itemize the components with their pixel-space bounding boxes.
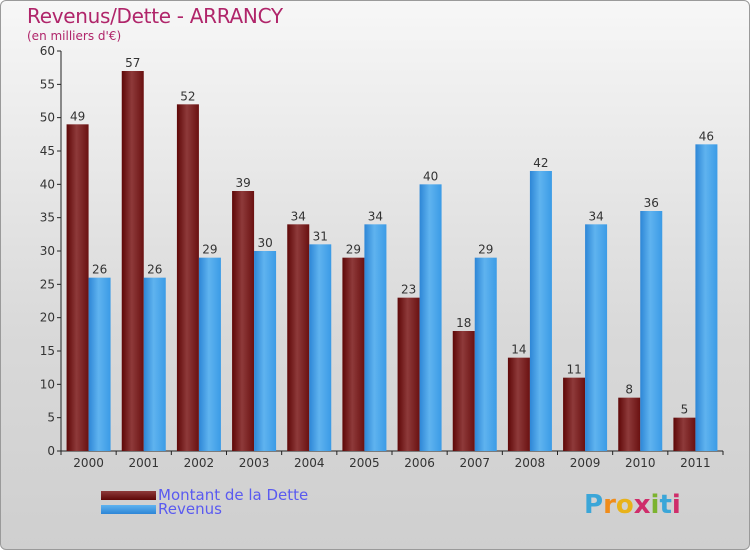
bar-debt	[507, 357, 530, 451]
y-tick-label: 40	[40, 177, 55, 191]
data-label-revenue: 30	[257, 236, 272, 250]
data-label-revenue: 46	[699, 129, 714, 143]
bar-debt	[397, 297, 420, 451]
data-label-debt: 34	[291, 209, 306, 223]
x-tick-label: 2002	[184, 456, 215, 470]
data-label-debt: 23	[401, 283, 416, 297]
y-tick-label: 25	[40, 277, 55, 291]
chart-title: Revenus/Dette - ARRANCY	[27, 4, 283, 28]
data-label-revenue: 29	[202, 243, 217, 257]
y-tick-label: 0	[47, 444, 55, 458]
x-tick-label: 2010	[625, 456, 656, 470]
chart-axes: 0 5 10 15 20 25 30 35 40 45 50 55 60 2000 2001 2002 2003…	[40, 44, 724, 470]
x-tick-label: 2003	[239, 456, 270, 470]
y-tick-label: 60	[40, 44, 55, 58]
bar-revenue	[695, 144, 718, 452]
bar-revenue	[198, 257, 221, 451]
bar-debt	[176, 104, 199, 451]
y-tick-label: 30	[40, 244, 55, 258]
bar-debt	[452, 331, 475, 451]
chart-data-labels: 49 26 57 26 52 29 39 30 34 31 29 34 23 40 18 29 14 42 11 34…	[70, 56, 714, 417]
data-label-revenue: 26	[147, 263, 162, 277]
data-label-debt: 29	[346, 243, 361, 257]
data-label-revenue: 29	[478, 243, 493, 257]
bar-debt	[232, 191, 255, 451]
legend-label-debt: Montant de la Dette	[158, 486, 309, 504]
bar-debt	[342, 257, 365, 451]
bar-debt	[287, 224, 310, 451]
x-tick-label: 2008	[515, 456, 546, 470]
data-label-debt: 39	[235, 176, 250, 190]
proxiti-logo: Proxiti	[584, 490, 681, 520]
data-label-debt: 49	[70, 109, 85, 123]
bar-debt	[121, 71, 144, 451]
data-label-revenue: 34	[368, 209, 383, 223]
x-tick-label: 2001	[128, 456, 159, 470]
data-label-debt: 11	[566, 363, 581, 377]
y-tick-label: 55	[40, 77, 55, 91]
bar-revenue	[309, 244, 332, 451]
y-tick-label: 5	[47, 411, 55, 425]
y-tick-label: 20	[40, 311, 55, 325]
bar-revenue	[143, 277, 166, 451]
x-tick-label: 2009	[570, 456, 601, 470]
y-tick-label: 15	[40, 344, 55, 358]
data-label-debt: 52	[180, 89, 195, 103]
legend-swatch-debt	[101, 490, 156, 500]
x-tick-label: 2006	[404, 456, 435, 470]
data-label-debt: 14	[511, 343, 526, 357]
bar-revenue	[640, 211, 663, 451]
chart-bars	[66, 71, 718, 452]
bar-debt	[563, 377, 586, 451]
data-label-debt: 57	[125, 56, 140, 70]
legend-swatch-revenue	[101, 504, 156, 514]
data-label-debt: 8	[625, 383, 633, 397]
data-label-debt: 5	[681, 403, 689, 417]
bar-debt	[66, 124, 89, 451]
x-tick-label: 2004	[294, 456, 325, 470]
x-tick-label: 2005	[349, 456, 380, 470]
data-label-revenue: 26	[92, 263, 107, 277]
chart-subtitle: (en milliers d'€)	[27, 29, 122, 43]
y-tick-label: 10	[40, 377, 55, 391]
y-tick-label: 45	[40, 144, 55, 158]
bar-revenue	[474, 257, 497, 451]
data-label-revenue: 42	[533, 156, 548, 170]
y-tick-label: 35	[40, 211, 55, 225]
legend-label-revenue: Revenus	[158, 500, 222, 518]
data-label-debt: 18	[456, 316, 471, 330]
data-label-revenue: 31	[313, 229, 328, 243]
data-label-revenue: 34	[588, 209, 603, 223]
bar-debt	[618, 397, 641, 451]
legend-item-debt: Montant de la Dette	[101, 487, 308, 503]
y-tick-label: 50	[40, 111, 55, 125]
bar-debt	[673, 417, 696, 451]
data-label-revenue: 40	[423, 169, 438, 183]
bar-revenue	[364, 224, 387, 451]
bar-revenue	[254, 251, 277, 451]
bar-revenue	[585, 224, 608, 451]
bar-revenue	[529, 171, 552, 451]
x-tick-label: 2007	[459, 456, 490, 470]
x-tick-label: 2011	[680, 456, 711, 470]
legend-item-revenue: Revenus	[101, 501, 222, 517]
data-label-revenue: 36	[644, 196, 659, 210]
bar-revenue	[419, 184, 442, 452]
bar-revenue	[88, 277, 111, 451]
x-tick-label: 2000	[73, 456, 104, 470]
